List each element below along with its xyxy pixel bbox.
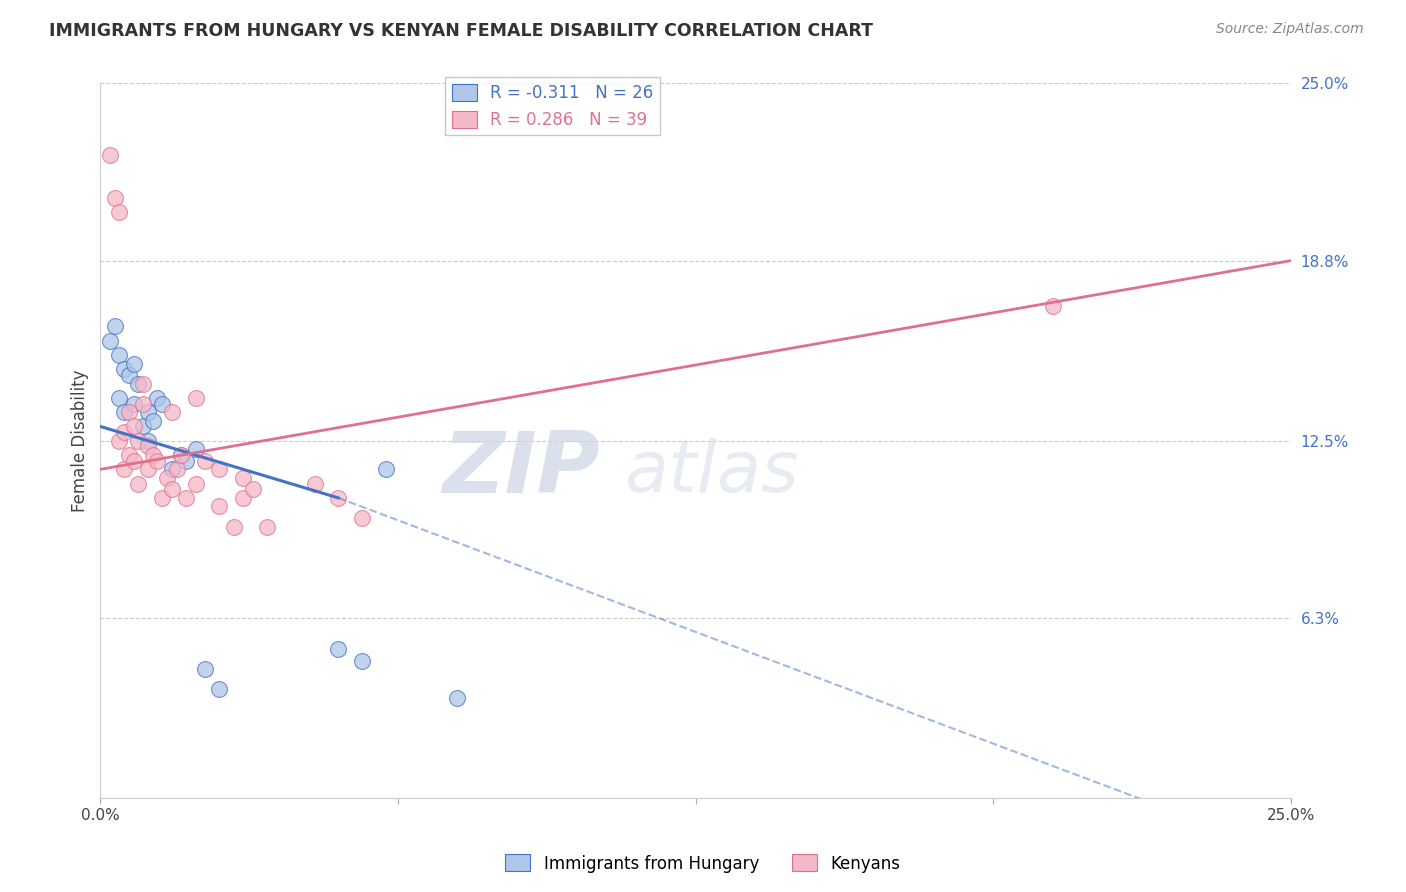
Point [98, 334, 121, 348]
Point [146, 454, 169, 468]
Point [136, 405, 159, 419]
Point [118, 368, 141, 382]
Point [184, 442, 207, 457]
Point [194, 454, 217, 468]
Y-axis label: Female Disability: Female Disability [72, 369, 89, 512]
Legend: R = -0.311   N = 26, R = 0.286   N = 39: R = -0.311 N = 26, R = 0.286 N = 39 [446, 78, 661, 136]
Point [118, 448, 141, 462]
Point [122, 419, 145, 434]
Point [146, 391, 169, 405]
Point [170, 448, 193, 462]
Point [242, 483, 264, 497]
Point [352, 654, 374, 668]
Point [132, 396, 155, 410]
Point [127, 434, 149, 448]
Point [166, 462, 188, 476]
Point [132, 376, 155, 391]
Point [170, 448, 193, 462]
Point [208, 500, 231, 514]
Point [127, 476, 149, 491]
Point [328, 491, 350, 505]
Point [104, 319, 127, 334]
Point [108, 391, 131, 405]
Point [142, 448, 165, 462]
Point [122, 357, 145, 371]
Point [194, 662, 217, 676]
Text: ZIP: ZIP [443, 428, 600, 511]
Point [160, 405, 183, 419]
Point [136, 462, 159, 476]
Point [136, 434, 159, 448]
Point [112, 462, 135, 476]
Point [232, 471, 254, 485]
Point [136, 440, 159, 454]
Text: IMMIGRANTS FROM HUNGARY VS KENYAN FEMALE DISABILITY CORRELATION CHART: IMMIGRANTS FROM HUNGARY VS KENYAN FEMALE… [49, 22, 873, 40]
Point [112, 362, 135, 376]
Point [174, 491, 197, 505]
Point [98, 148, 121, 162]
Point [112, 425, 135, 440]
Point [160, 462, 183, 476]
Point [222, 519, 245, 533]
Text: atlas: atlas [624, 438, 799, 508]
Point [174, 454, 197, 468]
Point [1042, 300, 1064, 314]
Point [142, 414, 165, 428]
Text: Source: ZipAtlas.com: Source: ZipAtlas.com [1216, 22, 1364, 37]
Point [104, 191, 127, 205]
Point [208, 682, 231, 697]
Point [108, 205, 131, 219]
Point [375, 462, 398, 476]
Point [122, 396, 145, 410]
Point [304, 476, 326, 491]
Point [108, 348, 131, 362]
Point [446, 691, 468, 706]
Point [112, 405, 135, 419]
Point [150, 396, 173, 410]
Point [160, 483, 183, 497]
Point [208, 462, 231, 476]
Point [232, 491, 254, 505]
Legend: Immigrants from Hungary, Kenyans: Immigrants from Hungary, Kenyans [499, 847, 907, 880]
Point [184, 476, 207, 491]
Point [127, 376, 149, 391]
Point [328, 642, 350, 657]
Point [108, 434, 131, 448]
Point [150, 491, 173, 505]
Point [256, 519, 278, 533]
Point [156, 471, 179, 485]
Point [132, 419, 155, 434]
Point [184, 391, 207, 405]
Point [352, 511, 374, 525]
Point [122, 454, 145, 468]
Point [118, 405, 141, 419]
